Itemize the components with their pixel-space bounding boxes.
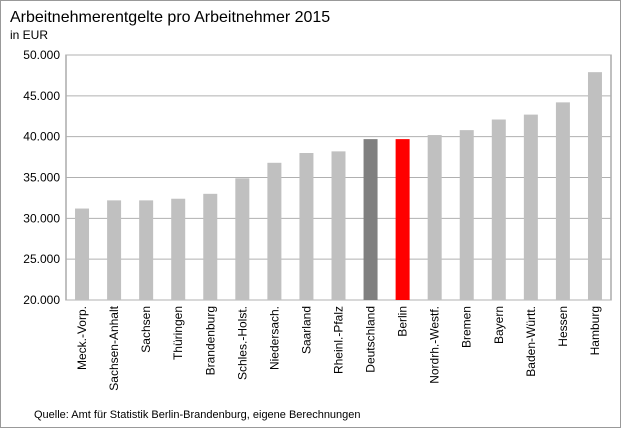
x-tick-label: Berlin	[396, 306, 410, 337]
bar	[587, 72, 602, 301]
y-tick-label: 25.000	[23, 252, 60, 266]
y-tick-label: 30.000	[23, 211, 60, 225]
x-tick-label: Deutschland	[364, 306, 378, 373]
bar	[139, 200, 154, 300]
bar	[331, 151, 346, 300]
y-tick-label: 50.000	[23, 48, 60, 62]
bar	[363, 139, 378, 300]
y-tick-label: 20.000	[23, 293, 60, 307]
bar	[203, 193, 218, 300]
bar	[427, 135, 442, 300]
x-tick-label: Hessen	[556, 306, 570, 347]
x-tick-label: Sachsen-Anhalt	[107, 305, 121, 390]
x-tick-label: Hamburg	[588, 306, 602, 355]
bar	[491, 119, 506, 301]
chart-title: Arbeitnehmerentgelte pro Arbeitnehmer 20…	[10, 9, 330, 26]
x-tick-label: Thüringen	[171, 306, 185, 360]
x-tick-label: Baden-Württ.	[524, 306, 538, 377]
x-tick-label: Nordrh.-Westf.	[428, 306, 442, 384]
x-tick-label: Bremen	[460, 306, 474, 348]
x-tick-label: Niedersach.	[267, 306, 281, 370]
source-note: Quelle: Amt für Statistik Berlin-Branden…	[34, 409, 361, 421]
x-tick-label: Saarland	[299, 306, 313, 354]
chart-subtitle: in EUR	[10, 28, 48, 42]
bar	[523, 114, 538, 300]
bar	[235, 178, 250, 300]
x-tick-label: Rheinl.-Pfalz	[332, 306, 346, 374]
bar	[171, 198, 186, 300]
x-tick-label: Bayern	[492, 306, 506, 344]
bar	[75, 208, 90, 300]
x-tick-label: Sachsen	[139, 306, 153, 353]
bar	[107, 200, 122, 300]
y-tick-label: 40.000	[23, 130, 60, 144]
x-tick-label: Meck.-Vorp.	[75, 306, 89, 370]
bar	[555, 102, 570, 300]
y-tick-label: 45.000	[23, 89, 60, 103]
bar	[395, 139, 410, 300]
y-tick-label: 35.000	[23, 171, 60, 185]
x-tick-label: Brandenburg	[203, 306, 217, 375]
bar	[267, 162, 282, 300]
bar	[299, 153, 314, 300]
bar	[459, 130, 474, 300]
x-tick-label: Schles.-Holst.	[235, 306, 249, 380]
